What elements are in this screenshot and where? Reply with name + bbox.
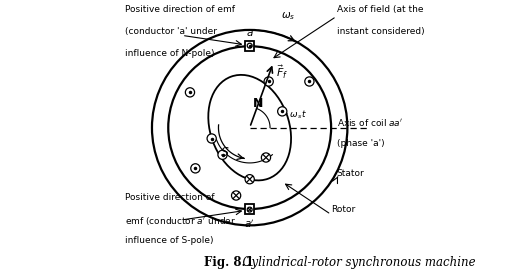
Text: S: S xyxy=(221,146,229,158)
Text: emf (conductor $a'$ under: emf (conductor $a'$ under xyxy=(125,214,236,227)
Circle shape xyxy=(305,77,314,86)
Text: (phase 'a'): (phase 'a') xyxy=(337,138,384,147)
Circle shape xyxy=(278,107,287,116)
Circle shape xyxy=(185,88,195,97)
Text: Rotor: Rotor xyxy=(331,205,355,214)
Text: influence of S-pole): influence of S-pole) xyxy=(125,236,213,245)
Circle shape xyxy=(231,191,240,200)
Text: $\omega_s$: $\omega_s$ xyxy=(207,106,221,117)
Text: $a'$: $a'$ xyxy=(244,217,255,230)
Text: Stator: Stator xyxy=(337,169,364,178)
Text: instant considered): instant considered) xyxy=(337,27,424,36)
Text: $a$: $a$ xyxy=(246,28,254,38)
Circle shape xyxy=(207,134,217,143)
Text: Positive direction of: Positive direction of xyxy=(125,193,214,202)
Ellipse shape xyxy=(209,75,291,180)
Text: $\omega_s$: $\omega_s$ xyxy=(280,10,295,22)
Text: Cylindrical-rotor synchronous machine: Cylindrical-rotor synchronous machine xyxy=(235,256,476,269)
Text: Axis of coil $aa'$: Axis of coil $aa'$ xyxy=(337,117,403,128)
Circle shape xyxy=(245,175,254,184)
Bar xyxy=(245,41,254,51)
Text: influence of N-pole): influence of N-pole) xyxy=(125,49,214,58)
Bar xyxy=(245,204,254,214)
Text: $\alpha = \omega_s t$: $\alpha = \omega_s t$ xyxy=(273,108,306,121)
Circle shape xyxy=(191,164,200,173)
Circle shape xyxy=(261,153,271,162)
Circle shape xyxy=(218,150,227,159)
Text: N: N xyxy=(253,97,263,110)
Text: (conductor 'a' under: (conductor 'a' under xyxy=(125,27,217,36)
Circle shape xyxy=(247,43,252,48)
Text: Positive direction of emf: Positive direction of emf xyxy=(125,6,235,14)
Circle shape xyxy=(168,46,331,209)
Text: Axis of field (at the: Axis of field (at the xyxy=(337,6,423,14)
Circle shape xyxy=(247,207,252,212)
Text: $\vec{F}_f$: $\vec{F}_f$ xyxy=(276,64,288,81)
Text: Fig. 8.1: Fig. 8.1 xyxy=(204,256,253,269)
Circle shape xyxy=(264,77,273,86)
